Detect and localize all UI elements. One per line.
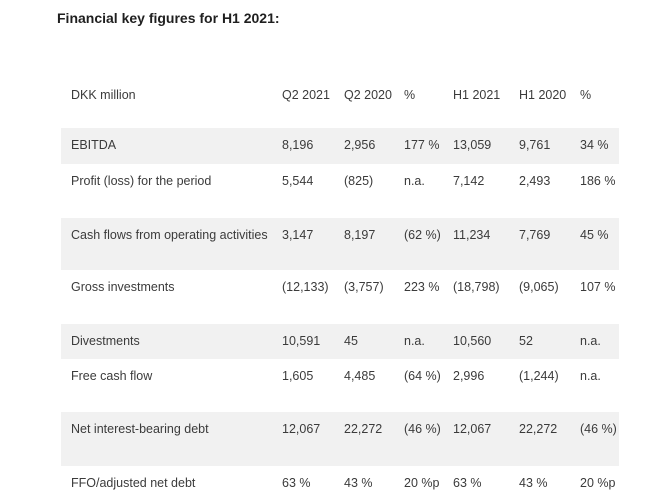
table-cell: 2,996 (453, 369, 485, 383)
table-cell: 5,544 (282, 174, 314, 188)
table-cell: (1,244) (519, 369, 559, 383)
header-cell: % (580, 88, 592, 102)
financial-key-figures-table: DKK million Q2 2021 Q2 2020 % H1 2021 H1… (61, 78, 619, 504)
table-cell: 22,272 (344, 422, 383, 436)
row-label: Profit (loss) for the period (71, 174, 212, 188)
table-cell: 177 % (404, 138, 440, 152)
header-cell: DKK million (71, 88, 136, 102)
table-cell: 52 (519, 334, 533, 348)
table-cell: 8,197 (344, 228, 376, 242)
table-row: Net interest-bearing debt 12,067 22,272 … (61, 412, 619, 466)
row-label: Free cash flow (71, 369, 153, 383)
row-label: FFO/adjusted net debt (71, 476, 196, 490)
header-cell: % (404, 88, 416, 102)
row-label: Net interest-bearing debt (71, 422, 209, 436)
table-cell: (825) (344, 174, 374, 188)
table-cell: 12,067 (282, 422, 321, 436)
table-row: FFO/adjusted net debt 63 % 43 % 20 %p 63… (61, 466, 619, 504)
table-cell: 22,272 (519, 422, 558, 436)
table-header-row: DKK million Q2 2021 Q2 2020 % H1 2021 H1… (61, 78, 619, 128)
table-cell: 9,761 (519, 138, 551, 152)
table-cell: 43 % (344, 476, 373, 490)
table-cell: 13,059 (453, 138, 492, 152)
table-cell: 63 % (282, 476, 311, 490)
table-cell: 34 % (580, 138, 609, 152)
table-cell: 107 % (580, 280, 616, 294)
table-cell: 43 % (519, 476, 548, 490)
header-cell: Q2 2021 (282, 88, 330, 102)
table-cell: (9,065) (519, 280, 559, 294)
table-cell: 223 % (404, 280, 440, 294)
table-cell: 20 %p (580, 476, 616, 490)
table-row: Divestments 10,591 45 n.a. 10,560 52 n.a… (61, 324, 619, 359)
table-cell: 20 %p (404, 476, 440, 490)
table-cell: n.a. (580, 369, 601, 383)
table-cell: (46 %) (580, 422, 617, 436)
table-cell: (3,757) (344, 280, 384, 294)
table-cell: n.a. (404, 334, 425, 348)
table-cell: (46 %) (404, 422, 441, 436)
table-cell: 1,605 (282, 369, 314, 383)
table-row: Free cash flow 1,605 4,485 (64 %) 2,996 … (61, 359, 619, 412)
table-cell: n.a. (580, 334, 601, 348)
table-cell: 10,591 (282, 334, 321, 348)
table-cell: (64 %) (404, 369, 441, 383)
table-cell: 186 % (580, 174, 616, 188)
table-cell: 10,560 (453, 334, 492, 348)
table-cell: 12,067 (453, 422, 492, 436)
table-cell: 7,142 (453, 174, 485, 188)
table-cell: 45 (344, 334, 358, 348)
row-label: Gross investments (71, 280, 175, 294)
table-row: Cash flows from operating activities 3,1… (61, 218, 619, 270)
table-cell: 11,234 (453, 228, 491, 242)
header-cell: H1 2021 (453, 88, 501, 102)
table-cell: 8,196 (282, 138, 314, 152)
header-cell: Q2 2020 (344, 88, 392, 102)
table-cell: 45 % (580, 228, 609, 242)
table-cell: 4,485 (344, 369, 376, 383)
table-cell: (12,133) (282, 280, 329, 294)
table-cell: 2,956 (344, 138, 376, 152)
page-title: Financial key figures for H1 2021: (57, 10, 280, 26)
row-label: Cash flows from operating activities (71, 228, 268, 242)
table-cell: 3,147 (282, 228, 314, 242)
table-cell: 63 % (453, 476, 482, 490)
table-cell: 2,493 (519, 174, 551, 188)
table-cell: (18,798) (453, 280, 500, 294)
table-row: Profit (loss) for the period 5,544 (825)… (61, 164, 619, 218)
header-cell: H1 2020 (519, 88, 567, 102)
table-cell: 7,769 (519, 228, 551, 242)
row-label: EBITDA (71, 138, 117, 152)
table-cell: n.a. (404, 174, 425, 188)
row-label: Divestments (71, 334, 140, 348)
table-row: Gross investments (12,133) (3,757) 223 %… (61, 270, 619, 324)
table-cell: (62 %) (404, 228, 441, 242)
table-row: EBITDA 8,196 2,956 177 % 13,059 9,761 34… (61, 128, 619, 164)
